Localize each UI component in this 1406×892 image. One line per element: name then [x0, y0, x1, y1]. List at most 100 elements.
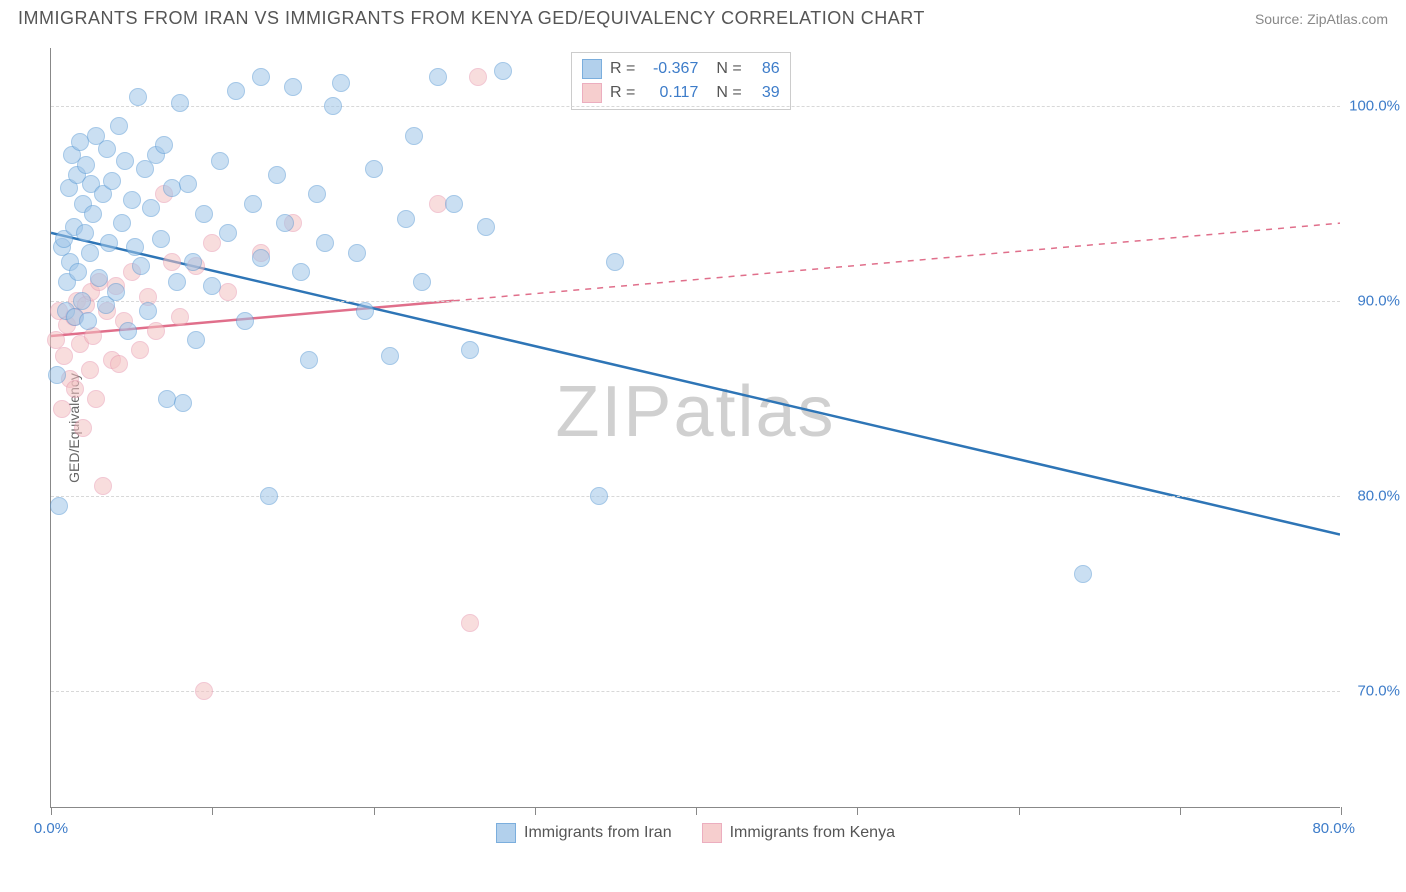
- scatter-point-series1: [123, 191, 141, 209]
- scatter-point-series1: [171, 94, 189, 112]
- trend-lines-svg: [51, 48, 1340, 807]
- scatter-point-series1: [244, 195, 262, 213]
- n-label-2: N =: [716, 81, 741, 105]
- scatter-point-series2: [66, 380, 84, 398]
- y-tick-label: 100.0%: [1345, 98, 1400, 115]
- x-tick: [51, 807, 52, 815]
- scatter-point-series1: [211, 152, 229, 170]
- scatter-point-series1: [48, 366, 66, 384]
- scatter-point-series1: [184, 253, 202, 271]
- x-tick-label-right: 80.0%: [1312, 820, 1355, 837]
- scatter-point-series2: [53, 400, 71, 418]
- scatter-point-series1: [129, 88, 147, 106]
- scatter-point-series1: [227, 82, 245, 100]
- r-value-1: -0.367: [643, 57, 698, 81]
- y-tick-label: 80.0%: [1345, 488, 1400, 505]
- x-tick: [212, 807, 213, 815]
- scatter-point-series1: [90, 269, 108, 287]
- scatter-point-series1: [1074, 565, 1092, 583]
- scatter-point-series1: [84, 205, 102, 223]
- scatter-point-series1: [365, 160, 383, 178]
- scatter-point-series1: [300, 351, 318, 369]
- scatter-point-series1: [590, 487, 608, 505]
- scatter-point-series1: [107, 283, 125, 301]
- scatter-point-series2: [94, 477, 112, 495]
- scatter-point-series1: [203, 277, 221, 295]
- scatter-point-series2: [87, 390, 105, 408]
- scatter-point-series1: [477, 218, 495, 236]
- scatter-point-series1: [236, 312, 254, 330]
- scatter-point-series1: [119, 322, 137, 340]
- scatter-point-series1: [252, 249, 270, 267]
- scatter-point-series1: [103, 172, 121, 190]
- scatter-point-series2: [55, 347, 73, 365]
- x-tick: [374, 807, 375, 815]
- scatter-point-series2: [110, 355, 128, 373]
- scatter-point-series1: [461, 341, 479, 359]
- x-tick: [1180, 807, 1181, 815]
- scatter-point-series1: [81, 244, 99, 262]
- scatter-point-series1: [405, 127, 423, 145]
- y-tick-label: 70.0%: [1345, 683, 1400, 700]
- scatter-point-series1: [324, 97, 342, 115]
- scatter-point-series1: [413, 273, 431, 291]
- scatter-point-series1: [179, 175, 197, 193]
- scatter-point-series1: [158, 390, 176, 408]
- watermark-part1: ZIP: [555, 372, 673, 452]
- scatter-point-series1: [69, 263, 87, 281]
- scatter-point-series1: [73, 292, 91, 310]
- scatter-point-series2: [195, 682, 213, 700]
- scatter-point-series1: [276, 214, 294, 232]
- scatter-point-series1: [116, 152, 134, 170]
- scatter-point-series1: [132, 257, 150, 275]
- scatter-point-series2: [147, 322, 165, 340]
- scatter-point-series1: [100, 234, 118, 252]
- scatter-point-series1: [110, 117, 128, 135]
- scatter-point-series1: [76, 224, 94, 242]
- swatch-series2: [582, 83, 602, 103]
- x-tick: [1019, 807, 1020, 815]
- scatter-point-series1: [268, 166, 286, 184]
- scatter-point-series2: [74, 419, 92, 437]
- legend-item-1: Immigrants from Iran: [496, 823, 672, 843]
- gridline-h: [51, 301, 1340, 302]
- scatter-point-series2: [81, 361, 99, 379]
- swatch-legend-1: [496, 823, 516, 843]
- stat-row-series1: R = -0.367 N = 86: [582, 57, 780, 81]
- x-tick: [535, 807, 536, 815]
- x-tick-label-left: 0.0%: [34, 820, 68, 837]
- stat-row-series2: R = 0.117 N = 39: [582, 81, 780, 105]
- scatter-point-series2: [84, 327, 102, 345]
- scatter-point-series1: [139, 302, 157, 320]
- n-value-2: 39: [750, 81, 780, 105]
- n-value-1: 86: [750, 57, 780, 81]
- scatter-point-series2: [469, 68, 487, 86]
- scatter-point-series1: [79, 312, 97, 330]
- chart-source: Source: ZipAtlas.com: [1255, 11, 1388, 27]
- scatter-point-series1: [126, 238, 144, 256]
- r-label-2: R =: [610, 81, 635, 105]
- scatter-point-series1: [77, 156, 95, 174]
- scatter-point-series1: [606, 253, 624, 271]
- scatter-point-series1: [195, 205, 213, 223]
- watermark-part2: atlas: [673, 372, 835, 452]
- bottom-legend: Immigrants from Iran Immigrants from Ken…: [51, 823, 1340, 843]
- scatter-point-series2: [219, 283, 237, 301]
- scatter-point-series1: [397, 210, 415, 228]
- scatter-point-series1: [174, 394, 192, 412]
- stat-legend: R = -0.367 N = 86 R = 0.117 N = 39: [571, 52, 791, 110]
- x-tick: [857, 807, 858, 815]
- scatter-point-series1: [252, 68, 270, 86]
- gridline-h: [51, 106, 1340, 107]
- scatter-point-series1: [332, 74, 350, 92]
- gridline-h: [51, 496, 1340, 497]
- y-tick-label: 90.0%: [1345, 293, 1400, 310]
- scatter-point-series1: [260, 487, 278, 505]
- scatter-point-series2: [131, 341, 149, 359]
- scatter-point-series1: [292, 263, 310, 281]
- scatter-point-series1: [142, 199, 160, 217]
- chart-plot-area: GED/Equivalency ZIPatlas R = -0.367 N = …: [50, 48, 1340, 808]
- scatter-point-series2: [163, 253, 181, 271]
- watermark: ZIPatlas: [555, 371, 835, 453]
- gridline-h: [51, 691, 1340, 692]
